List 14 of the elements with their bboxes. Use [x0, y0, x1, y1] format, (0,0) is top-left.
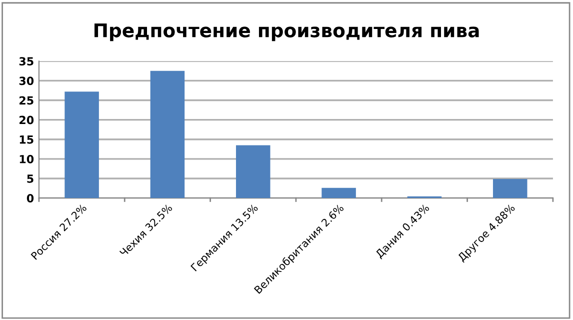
- y-tick-label: 5: [27, 174, 34, 183]
- bar: [322, 188, 356, 198]
- y-tick-label: 30: [19, 76, 34, 86]
- y-tick-label: 10: [20, 154, 34, 164]
- bar: [150, 70, 185, 198]
- bar: [236, 145, 270, 198]
- bar: [64, 92, 99, 198]
- y-tick-label: 0: [26, 194, 34, 202]
- chart-title: Предпочтение производителя пива: [94, 24, 479, 42]
- y-tick-label: 25: [20, 96, 34, 105]
- y-tick-label: 15: [20, 136, 34, 144]
- bar: [492, 178, 528, 198]
- y-tick-label: 35: [19, 57, 34, 66]
- y-tick-label: 20: [20, 116, 34, 124]
